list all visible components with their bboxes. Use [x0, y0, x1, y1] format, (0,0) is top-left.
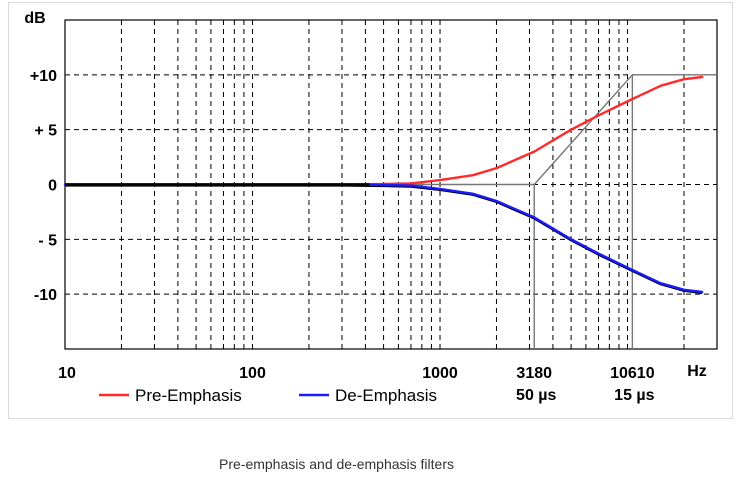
legend-label: De-Emphasis — [335, 386, 437, 405]
y-tick-label: -10 — [34, 287, 57, 304]
figure-caption: Pre-emphasis and de-emphasis filters — [219, 456, 454, 472]
legend-label: Pre-Emphasis — [135, 386, 242, 405]
x-tick-label: 10610 — [610, 365, 655, 382]
x-tick-label: 10 — [58, 365, 76, 382]
y-unit-label: dB — [24, 10, 45, 27]
x-tick-sublabel: 15 µs — [614, 387, 654, 404]
y-tick-label: - 5 — [38, 232, 57, 249]
y-tick-label: +10 — [30, 68, 57, 85]
axis-labels-layer: +10 + 5 0 - 5 -10 dB Hz 10 100 1000 3180 50 µs 10610… — [24, 10, 706, 404]
x-tick-sublabel: 50 µs — [516, 387, 556, 404]
x-tick-label: 3180 — [516, 365, 552, 382]
x-unit-label: Hz — [687, 363, 707, 380]
series-layer — [63, 75, 704, 295]
figure-frame: +10 + 5 0 - 5 -10 dB Hz 10 100 1000 3180 50 µs 10610… — [8, 2, 733, 419]
y-tick-label: + 5 — [34, 123, 57, 140]
y-tick-label: 0 — [48, 178, 57, 195]
x-tick-label: 100 — [239, 365, 266, 382]
series-line-de-emphasis — [63, 183, 704, 294]
x-tick-label: 1000 — [422, 365, 458, 382]
emphasis-chart: +10 + 5 0 - 5 -10 dB Hz 10 100 1000 3180 50 µs 10610… — [24, 10, 718, 405]
legend-layer: Pre-Emphasis De-Emphasis — [99, 386, 437, 405]
